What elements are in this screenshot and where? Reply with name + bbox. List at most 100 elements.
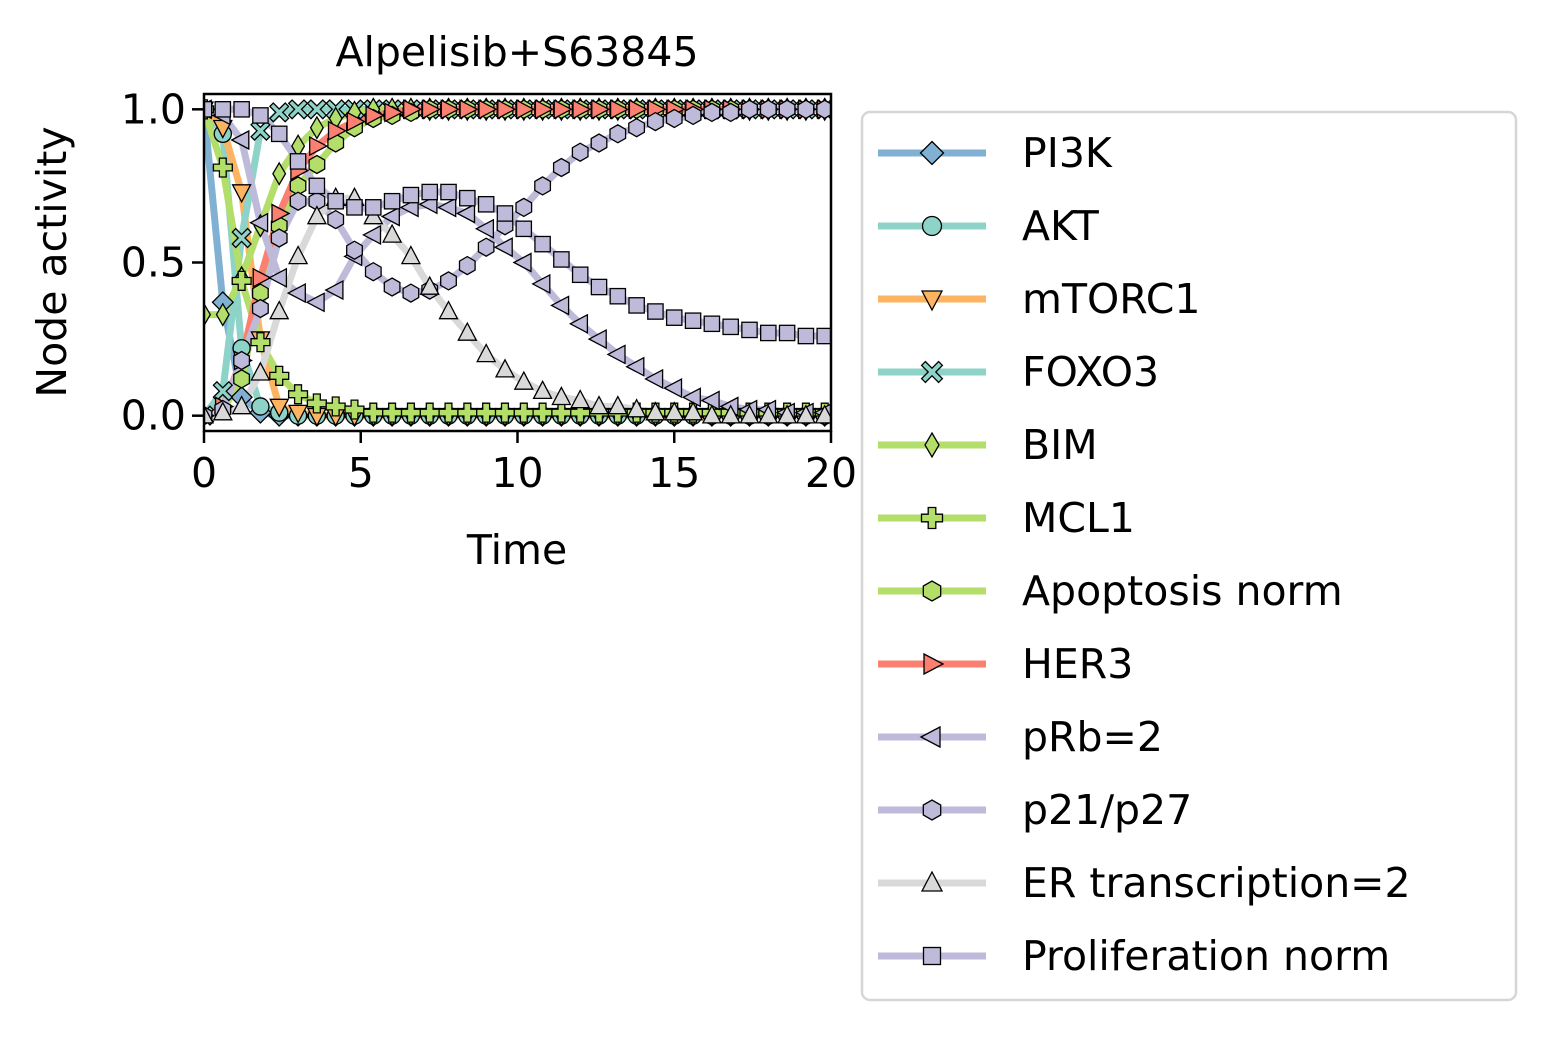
data-point-er-transcription-2 <box>683 401 704 421</box>
legend-marker-proliferation-norm <box>922 946 942 966</box>
data-point-prb-2 <box>437 197 457 218</box>
data-point-bim <box>204 302 212 327</box>
data-point-prb-2 <box>512 252 532 273</box>
data-point-prb-2 <box>606 344 626 365</box>
data-point-p21-p27 <box>703 102 721 123</box>
data-point-prb-2 <box>644 368 664 389</box>
data-point-prb-2 <box>249 212 269 233</box>
data-point-bim <box>272 161 287 186</box>
data-point-er-transcription-2 <box>231 395 252 415</box>
data-point-er-transcription-2 <box>457 321 478 341</box>
plot-markers <box>204 97 831 427</box>
legend-label-prb-2: pRb=2 <box>1022 713 1163 761</box>
data-point-proliferation-norm <box>289 153 307 170</box>
y-tick-label: 1.0 <box>121 85 186 133</box>
data-point-er-transcription-2 <box>250 361 271 381</box>
data-point-proliferation-norm <box>496 205 514 222</box>
data-point-proliferation-norm <box>515 220 533 238</box>
legend: PI3K AKT mTORC1 FOXO3 BIM MCL1 Apoptosis norm H… <box>860 110 1518 1002</box>
legend-label-pi3k: PI3K <box>1022 129 1113 177</box>
data-point-p21-p27 <box>270 228 288 248</box>
data-point-er-transcription-2 <box>212 401 233 421</box>
data-point-proliferation-norm <box>233 101 250 118</box>
legend-label-foxo3: FOXO3 <box>1022 348 1159 396</box>
data-point-proliferation-norm <box>214 101 232 118</box>
data-point-prb-2 <box>531 273 551 294</box>
data-point-proliferation-norm <box>421 183 439 201</box>
data-point-prb-2 <box>324 280 344 301</box>
data-point-mcl1 <box>551 402 572 423</box>
data-point-proliferation-norm <box>346 199 363 216</box>
data-point-proliferation-norm <box>364 199 382 216</box>
y-tick-label: 0.0 <box>121 392 186 440</box>
legend-label-mtorc1: mTORC1 <box>1022 275 1200 323</box>
legend-marker-apoptosis-norm <box>922 580 942 602</box>
data-point-akt <box>251 397 270 416</box>
legend-label-mcl1: MCL1 <box>1022 494 1135 542</box>
data-point-mcl1 <box>287 384 309 405</box>
data-point-prb-2 <box>568 313 589 334</box>
data-point-prb-2 <box>681 387 701 408</box>
x-axis: 0 5 10 15 20 <box>191 431 857 497</box>
data-point-er-transcription-2 <box>419 275 440 295</box>
data-point-er-transcription-2 <box>701 404 722 424</box>
data-point-proliferation-norm <box>778 324 796 342</box>
data-point-mcl1 <box>457 402 478 423</box>
data-point-p21-p27 <box>346 240 363 260</box>
data-point-er-transcription-2 <box>570 389 591 409</box>
legend-marker-p21-p27 <box>922 799 942 821</box>
data-point-foxo3 <box>250 120 271 142</box>
data-point-er-transcription-2 <box>551 386 572 406</box>
data-point-proliferation-norm <box>270 125 288 143</box>
data-point-her3 <box>421 99 441 120</box>
legend-frame <box>860 110 1518 1002</box>
data-point-proliferation-norm <box>684 312 702 330</box>
data-point-proliferation-norm <box>402 186 420 204</box>
data-point-mcl1 <box>269 365 290 386</box>
data-point-her3 <box>534 99 554 120</box>
data-point-prb-2 <box>550 295 570 316</box>
legend-label-p21-p27: p21/p27 <box>1022 786 1192 834</box>
y-axis-label: Node activity <box>28 126 76 397</box>
data-point-proliferation-norm <box>741 321 758 339</box>
data-point-mcl1 <box>494 402 516 423</box>
legend-marker-mtorc1 <box>920 290 944 312</box>
data-point-er-transcription-2 <box>758 404 779 424</box>
legend-label-proliferation-norm: Proliferation norm <box>1022 932 1390 980</box>
data-point-proliferation-norm <box>383 192 401 210</box>
data-point-her3 <box>327 120 347 141</box>
data-point-her3 <box>515 99 536 120</box>
legend-marker-mcl1 <box>920 506 944 530</box>
data-point-mtorc1 <box>231 184 252 204</box>
data-point-her3 <box>440 99 460 120</box>
data-point-mcl1 <box>306 393 327 414</box>
data-point-bim <box>215 302 230 327</box>
data-point-her3 <box>459 99 479 120</box>
data-point-p21-p27 <box>402 283 420 303</box>
data-point-er-transcription-2 <box>306 205 327 225</box>
data-point-prb-2 <box>700 390 720 411</box>
data-point-her3 <box>609 99 630 120</box>
data-point-p21-p27 <box>609 124 627 144</box>
data-point-p21-p27 <box>289 191 307 211</box>
data-point-mcl1 <box>325 396 346 417</box>
data-point-mcl1 <box>382 402 403 423</box>
data-point-proliferation-norm <box>440 183 457 201</box>
data-point-mcl1 <box>476 402 497 423</box>
data-point-er-transcription-2 <box>269 300 290 320</box>
data-point-er-transcription-2 <box>204 404 215 424</box>
data-point-prb-2 <box>286 283 306 304</box>
data-point-proliferation-norm <box>308 177 326 195</box>
data-point-prb-2 <box>230 129 250 151</box>
data-point-her3 <box>553 99 573 120</box>
data-point-apoptosis-norm <box>308 154 326 175</box>
data-point-p21-p27 <box>251 298 269 319</box>
data-point-p21-p27 <box>571 142 589 162</box>
x-tick-label: 10 <box>491 449 543 497</box>
legend-marker-bim <box>924 431 940 459</box>
legend-label-bim: BIM <box>1022 421 1098 469</box>
data-point-her3 <box>346 111 366 132</box>
data-point-mcl1 <box>231 270 252 291</box>
x-tick-label: 0 <box>191 449 217 497</box>
